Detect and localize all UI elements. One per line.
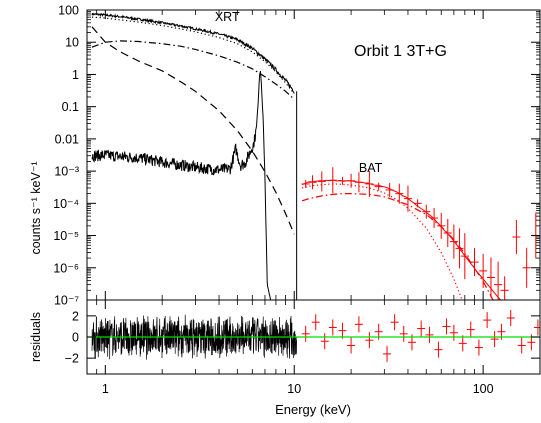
residuals-y-tick-label: 2 [72, 309, 79, 323]
series-model-component-3 [91, 26, 295, 235]
x-tick-label: 100 [473, 382, 494, 396]
spectrum-y-tick-label: 10⁻⁴ [53, 197, 79, 211]
spectrum-y-tick-label: 10⁻⁶ [53, 261, 79, 275]
spectrum-y-tick-label: 10 [65, 36, 79, 50]
spectrum-y-axis-label: counts s⁻¹ keV⁻¹ [29, 161, 43, 254]
series-model-component-2 [91, 40, 295, 100]
spectrum-y-tick-label: 10⁻⁵ [53, 229, 79, 243]
xrt-residuals [91, 314, 297, 360]
series-gaussian-line-component [91, 71, 272, 300]
x-axis-label: Energy (keV) [275, 402, 351, 417]
x-tick-label: 1 [102, 382, 109, 396]
residuals-plot-area [87, 309, 540, 362]
series-bat-model-component-2 [301, 193, 494, 300]
residuals-y-axis-label: residuals [29, 312, 43, 362]
spectrum-y-tick-label: 1 [72, 68, 79, 82]
spectrum-y-tick-label: 100 [58, 4, 79, 18]
panel-label-xrt: XRT [215, 10, 240, 24]
spectrum-y-tick-label: 10⁻³ [54, 165, 79, 179]
series-bat-data-and-total-model [301, 179, 502, 300]
residuals-y-tick-label: −2 [65, 352, 79, 366]
series-bat-model-component-1 [301, 183, 463, 300]
residuals-y-tick-label: 0 [72, 331, 79, 345]
panel-label-bat: BAT [359, 161, 383, 175]
spectrum-y-tick-label: 0.1 [62, 100, 79, 114]
spectrum-y-tick-label: 0.01 [55, 132, 79, 146]
spectrum-panel: 100 10 1 0.1 0.01 10⁻³ 10⁻⁴ 10⁻⁵ 10⁻⁶ 10⁻⁷ XRT BAT [53, 4, 541, 308]
spectrum-y-tick-label: 10⁻⁷ [54, 294, 80, 308]
residuals-frame [86, 299, 541, 375]
spectrum-frame [86, 9, 541, 301]
spectrum-plot-area [91, 12, 540, 300]
series-xrt-data-and-total-model [91, 12, 295, 94]
residuals-panel: 2 0 −2 1 10 100 [65, 10, 541, 396]
x-tick-label: 10 [287, 382, 301, 396]
chart-annotation: Orbit 1 3T+G [354, 43, 447, 60]
